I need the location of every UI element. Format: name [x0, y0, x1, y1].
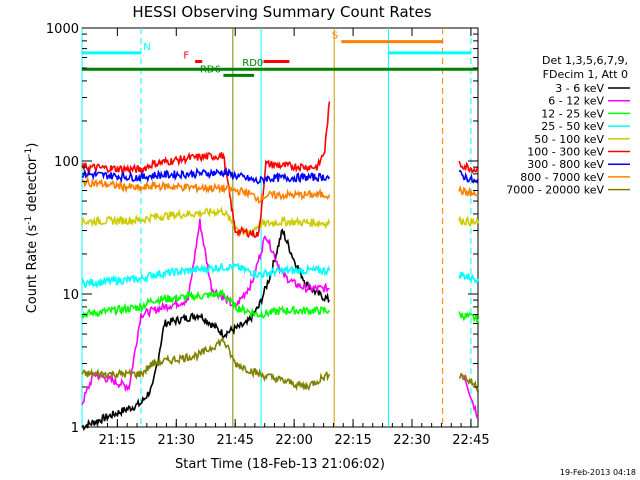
x-tick-label-0: 21:15 — [99, 433, 136, 448]
series-line-5-seg-0 — [81, 101, 331, 239]
flag-bars: N F RD0 RD6 S — [82, 31, 478, 77]
y-axis-label-exp1: -1 — [24, 216, 34, 225]
timestamp: 19-Feb-2013 04:18 — [560, 468, 636, 477]
series-line-6-seg-1 — [458, 169, 479, 184]
x-tick-label-3: 22:00 — [275, 433, 312, 448]
series-line-3-seg-0 — [81, 262, 331, 290]
y-tick-label-1: 10 — [62, 288, 79, 303]
series-line-7-seg-0 — [81, 175, 331, 205]
legend-label-1: 6 - 12 keV — [548, 95, 604, 108]
legend-header-line-2: FDecim 1, Att 0 — [543, 68, 628, 81]
x-tick-label-4: 22:15 — [334, 433, 371, 448]
legend: Det 1,3,5,6,7,9, FDecim 1, Att 0 3 - 6 k… — [506, 54, 630, 197]
series-line-3-seg-1 — [458, 271, 479, 285]
plot-frame — [81, 27, 479, 428]
y-tick-label-0: 1 — [71, 421, 79, 436]
flag-label-2: F — [183, 50, 189, 61]
series-line-0-seg-0 — [81, 228, 331, 432]
legend-label-2: 12 - 25 keV — [541, 107, 604, 120]
series-line-5-seg-1 — [458, 160, 479, 174]
legend-label-5: 100 - 300 keV — [527, 146, 604, 159]
flag-label-0: N — [143, 42, 150, 53]
x-tick-label-6: 22:45 — [452, 433, 489, 448]
y-axis-label-end: ) — [25, 143, 40, 148]
y-axis-label: Count Rate (s-1 detector-1) — [24, 143, 40, 314]
series-line-2-seg-0 — [81, 288, 330, 319]
flag-label-4: RD0 — [242, 58, 263, 69]
series-line-2-seg-1 — [458, 311, 479, 323]
legend-label-7: 800 - 7000 keV — [520, 171, 604, 184]
series-lines — [81, 101, 479, 432]
series-line-4-seg-0 — [81, 206, 331, 238]
legend-label-8: 7000 - 20000 keV — [506, 184, 604, 197]
plot-area: N F RD0 RD6 S 21:15 21:30 21:45 22:00 22:15 22:30… — [46, 22, 490, 448]
y-tick-label-2: 100 — [54, 155, 79, 170]
x-axis-ticks: 21:15 21:30 21:45 22:00 22:15 22:30 22:45 — [87, 28, 490, 448]
legend-label-0: 3 - 6 keV — [555, 82, 604, 95]
series-line-4-seg-1 — [458, 215, 479, 227]
legend-label-4: 50 - 100 keV — [534, 133, 604, 146]
legend-header-line-1: Det 1,3,5,6,7,9, — [542, 54, 628, 67]
series-line-1-seg-1 — [463, 374, 479, 419]
y-axis-label-main: Count Rate (s — [25, 225, 40, 314]
series-line-7-seg-1 — [458, 184, 479, 197]
y-axis-label-exp2: -1 — [24, 148, 34, 157]
series-line-1-seg-0 — [81, 218, 330, 406]
y-tick-label-3: 1000 — [46, 22, 79, 37]
legend-label-6: 300 - 800 keV — [527, 158, 604, 171]
flag-label-6: S — [332, 31, 338, 42]
series-line-6-seg-0 — [81, 166, 331, 186]
legend-label-3: 25 - 50 keV — [541, 120, 604, 133]
series-line-8-seg-0 — [81, 336, 331, 392]
chart-title: HESSI Observing Summary Count Rates — [132, 3, 431, 21]
series-line-8-seg-1 — [459, 372, 479, 393]
y-axis-label-mid: detector — [25, 156, 40, 216]
x-axis-label: Start Time (18-Feb-13 21:06:02) — [175, 457, 385, 472]
x-tick-label-2: 21:45 — [216, 433, 253, 448]
y-axis-ticks: 1 10 100 1000 — [46, 22, 478, 436]
x-tick-label-1: 21:30 — [158, 433, 195, 448]
flag-label-5: RD6 — [200, 64, 221, 75]
vertical-markers — [81, 28, 472, 427]
x-tick-label-5: 22:30 — [393, 433, 430, 448]
